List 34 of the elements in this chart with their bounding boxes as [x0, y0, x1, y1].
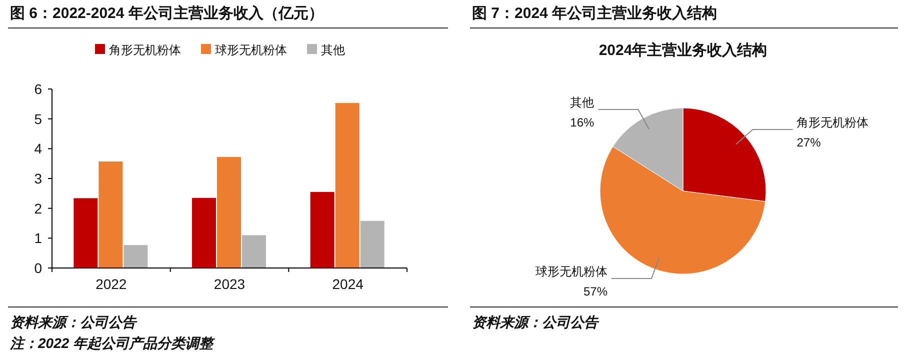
slice-label: 球形无机粉体: [536, 264, 608, 278]
chart-subtitle: 2024年主营业务收入结构: [598, 41, 768, 59]
y-tick-label: 6: [34, 81, 42, 97]
bar: [74, 198, 98, 268]
y-tick-label: 1: [34, 230, 42, 246]
x-tick-label: 2023: [214, 276, 246, 292]
x-tick-label: 2024: [332, 276, 364, 292]
text: 资料来源：公司公告: [472, 314, 600, 330]
y-tick-label: 4: [34, 140, 42, 157]
y-tick-label: 2: [34, 200, 42, 216]
text: 资料来源：公司公告: [10, 314, 138, 330]
y-tick-label: 5: [34, 110, 42, 127]
legend-label: 其他: [321, 43, 345, 57]
chart-title: 图 7：2024 年公司主营业务收入结构: [472, 4, 718, 22]
bar: [98, 161, 123, 268]
bar: [310, 192, 334, 268]
y-tick-label: 0: [34, 260, 42, 276]
bar: [335, 103, 360, 268]
chart-title: 图 6：2022-2024 年公司主营业务收入（亿元）: [10, 4, 324, 22]
bar: [360, 220, 384, 268]
bar: [217, 157, 241, 268]
bar: [242, 235, 266, 268]
legend-label: 球形无机粉体: [215, 43, 287, 57]
x-tick-label: 2022: [96, 276, 127, 292]
data-label: 57%: [583, 284, 608, 298]
data-label: 27%: [796, 136, 822, 150]
slice-label: 其他: [570, 96, 594, 110]
y-tick-label: 3: [34, 170, 42, 186]
text: 注：2022 年起公司产品分类调整: [9, 335, 216, 351]
slice-label: 角形无机粉体: [796, 116, 869, 130]
bar: [124, 245, 148, 268]
bar: [192, 198, 216, 268]
data-label: 16%: [570, 116, 595, 130]
legend-label: 角形无机粉体: [109, 43, 181, 57]
